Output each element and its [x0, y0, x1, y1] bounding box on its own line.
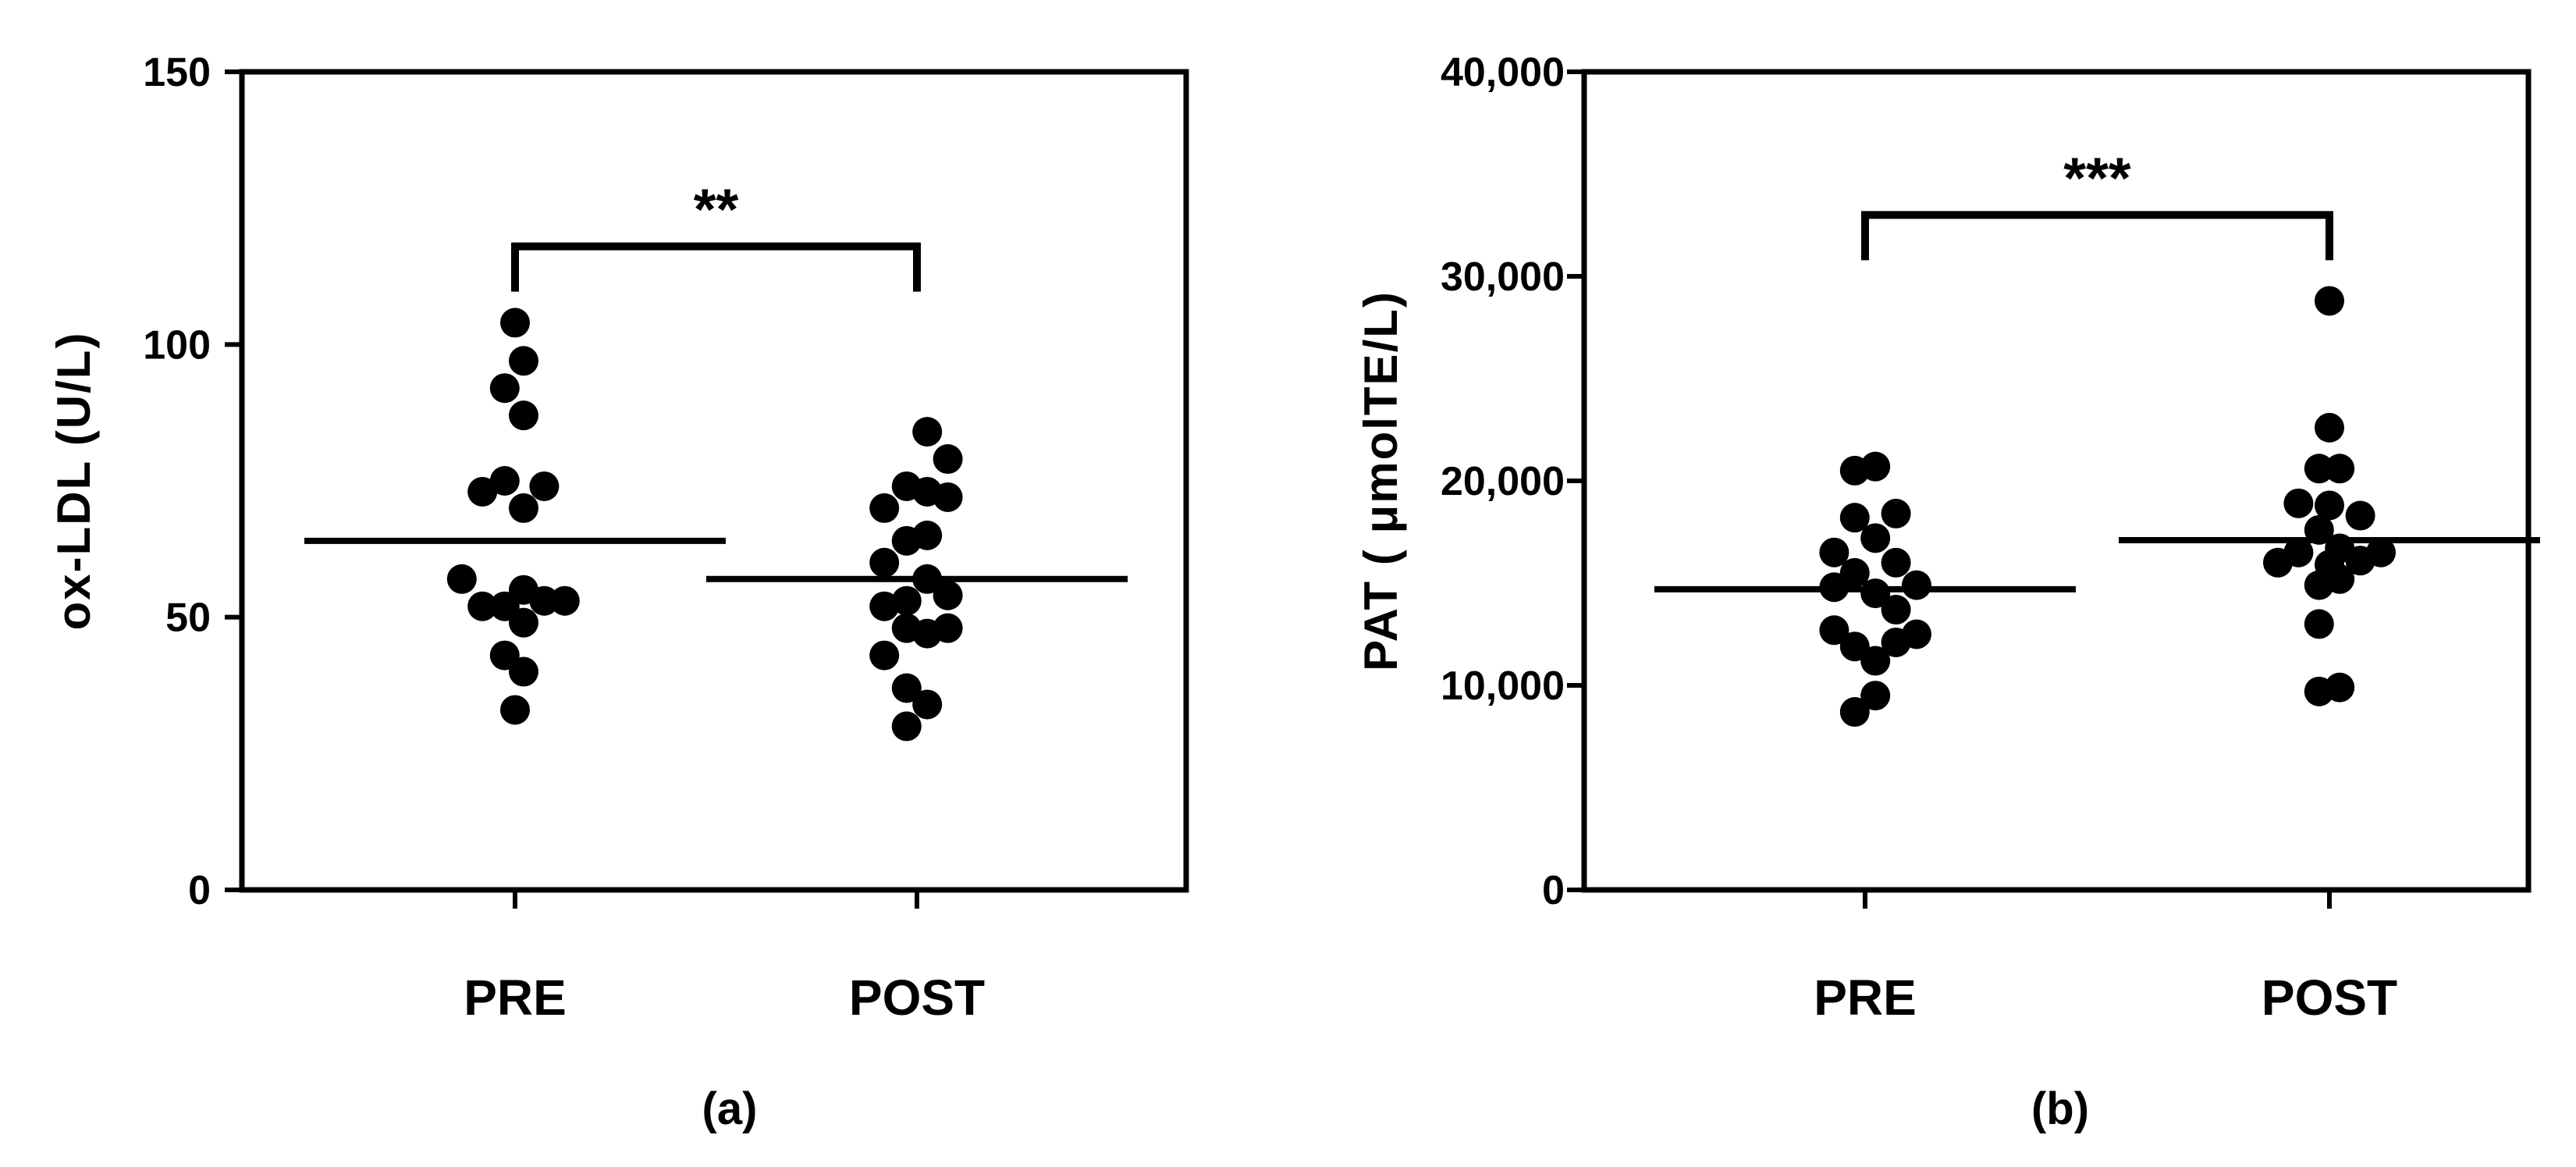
data-point — [2315, 412, 2344, 443]
chart-panel-1: 0 50 100 150 PRE POST ox-LDL (U/L) ** (a) — [48, 50, 1189, 1134]
y-tick-label: 0 — [1542, 868, 1565, 913]
data-point — [549, 585, 580, 616]
data-point — [2283, 537, 2314, 567]
data-point — [1881, 627, 1911, 657]
significance-label: *** — [2063, 145, 2131, 210]
data-point — [2315, 286, 2344, 316]
data-point — [467, 476, 498, 507]
data-point — [509, 656, 538, 687]
data-point — [869, 547, 900, 578]
x-tick-label: PRE — [1814, 970, 1917, 1026]
chart-panel-2: 0 10,000 20,000 30,000 40,000 PRE POST PAT ( μm… — [1355, 50, 2540, 1134]
y-axis-title: ox-LDL (U/L) — [48, 332, 100, 631]
data-point — [2325, 454, 2355, 484]
data-point — [1839, 632, 1870, 662]
data-point — [891, 673, 922, 703]
y-tick-label: 10,000 — [1441, 664, 1565, 709]
data-point — [2315, 490, 2344, 521]
data-point — [1860, 681, 1891, 711]
data-point — [912, 689, 943, 720]
data-point — [1860, 523, 1891, 553]
data-point — [912, 520, 943, 550]
data-point — [2345, 500, 2375, 531]
data-point — [529, 585, 560, 616]
y-tick-label: 0 — [188, 868, 211, 913]
y-tick-label: 150 — [143, 50, 211, 95]
data-point — [2315, 550, 2344, 580]
data-point — [869, 591, 900, 621]
y-tick-label: 30,000 — [1441, 254, 1565, 300]
data-point — [891, 711, 922, 742]
data-point — [509, 493, 538, 523]
data-point — [509, 400, 538, 431]
data-point — [1881, 547, 1911, 578]
data-point — [869, 493, 900, 523]
data-point — [1819, 615, 1849, 646]
data-point — [869, 640, 900, 671]
data-point — [2283, 488, 2314, 518]
data-point — [509, 346, 538, 376]
data-point — [1860, 578, 1891, 609]
y-tick-label: 50 — [165, 596, 211, 641]
data-point — [489, 373, 520, 404]
y-axis-title: PAT ( μmolTE/L) — [1355, 290, 1407, 671]
panel-label: (a) — [702, 1083, 758, 1134]
significance-bracket — [1861, 211, 2333, 261]
data-point — [1881, 595, 1911, 625]
data-point — [1819, 537, 1849, 567]
y-tick-label: 40,000 — [1441, 50, 1565, 95]
data-point — [933, 613, 963, 643]
data-point — [1860, 646, 1891, 676]
data-point — [912, 417, 943, 447]
data-point — [2304, 454, 2334, 484]
data-point — [1839, 503, 1870, 533]
data-point — [933, 482, 963, 512]
data-point — [500, 308, 530, 338]
data-point — [1839, 557, 1870, 588]
plot-frame — [1581, 69, 2532, 893]
y-tick-label: 100 — [143, 322, 211, 368]
x-tick-label: PRE — [464, 970, 567, 1026]
x-tick-label: POST — [2262, 970, 2397, 1026]
y-tick-label: 20,000 — [1441, 459, 1565, 504]
data-point — [529, 471, 560, 501]
significance-label: ** — [694, 177, 739, 242]
data-point — [500, 695, 530, 725]
data-point — [509, 607, 538, 638]
data-point — [891, 585, 922, 616]
x-tick-label: POST — [849, 970, 985, 1026]
plot-frame — [239, 69, 1189, 893]
data-point — [2325, 672, 2355, 703]
data-point — [446, 564, 477, 594]
data-point — [1881, 498, 1911, 528]
data-point — [933, 444, 963, 475]
data-point — [1902, 570, 1931, 600]
panel-label: (b) — [2031, 1083, 2089, 1134]
significance-bracket — [511, 242, 921, 292]
data-point — [2366, 537, 2396, 567]
data-point — [1839, 697, 1870, 728]
data-point — [2304, 609, 2334, 639]
data-point — [933, 580, 963, 610]
data-point — [467, 591, 498, 621]
data-point — [1860, 451, 1891, 482]
data-point — [489, 466, 520, 496]
